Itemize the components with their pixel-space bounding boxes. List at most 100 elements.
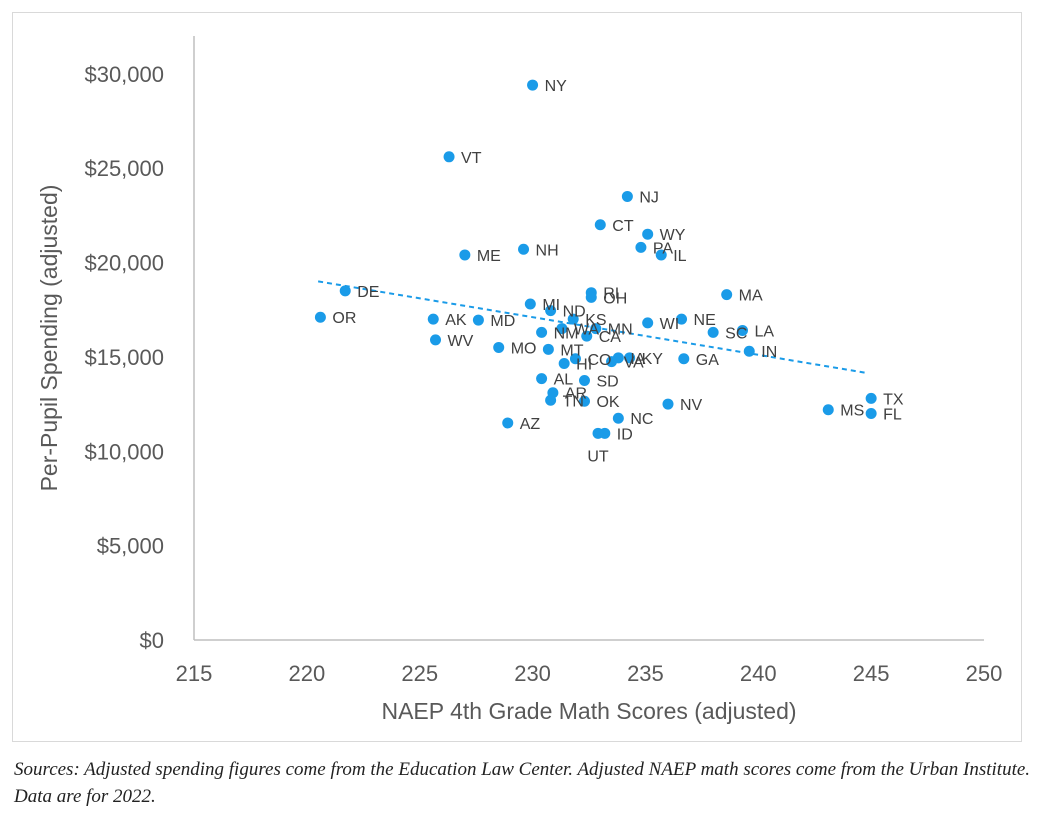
point-label-az: AZ [520,416,541,433]
chart-frame [12,12,1022,742]
x-tick-labels: 215 220 225 230 235 240 245 250 [176,661,1003,686]
data-point-ny [527,79,539,91]
data-point-sd [578,374,590,386]
point-label-ca: CA [599,329,622,346]
data-point-oh [585,291,597,303]
y-tick-label: $30,000 [84,62,164,87]
data-point-pa [635,241,647,253]
data-point-ct [594,219,606,231]
point-label-sc: SC [725,325,747,342]
data-point-ak [427,313,439,325]
point-label-or: OR [332,310,356,327]
point-label-de: DE [357,284,379,301]
point-label-oh: OH [603,290,627,307]
point-label-mi: MI [542,297,560,314]
x-tick-label: 215 [176,661,213,686]
point-label-wy: WY [660,227,686,244]
data-point-mi [524,298,536,310]
point-label-fl: FL [883,407,902,424]
data-point-ma [721,289,733,301]
data-point-me [459,249,471,261]
data-point-la [736,324,748,336]
data-point-ut [592,427,604,439]
point-label-ct: CT [612,218,634,235]
point-label-co: CO [587,352,611,369]
data-point-nh [518,243,530,255]
point-label-pa: PA [653,240,673,257]
point-label-mn: MN [608,322,633,339]
data-point-wv [430,334,442,346]
data-points [314,79,877,439]
point-label-ak: AK [445,312,467,329]
x-tick-label: 220 [288,661,325,686]
point-label-la: LA [754,323,774,340]
trendline [317,280,867,374]
point-label-nm: NM [554,325,579,342]
data-point-ok [578,395,590,407]
y-tick-label: $5,000 [97,534,164,559]
data-point-vt [443,151,455,163]
point-label-ut: UT [587,448,609,465]
data-point-wi [642,317,654,329]
data-point-nd [545,305,557,317]
x-tick-label: 240 [740,661,777,686]
data-point-al [536,373,548,385]
point-label-me: ME [477,248,501,265]
point-label-md: MD [490,313,515,330]
point-label-nv: NV [680,397,703,414]
point-label-ri: RI [603,286,619,303]
data-point-de [339,285,351,297]
point-label-al: AL [554,372,574,389]
point-label-ny: NY [545,78,568,95]
data-point-nm [536,326,548,338]
point-label-ia: IA [630,351,645,368]
point-label-il: IL [673,248,686,265]
y-tick-label: $15,000 [84,345,164,370]
data-point-co [569,353,581,365]
data-point-hi [558,357,570,369]
x-tick-label: 225 [401,661,438,686]
point-label-id: ID [617,426,633,443]
data-point-il [655,249,667,261]
data-point-ky [624,352,636,364]
point-label-nh: NH [536,242,559,259]
point-label-wi: WI [660,316,680,333]
data-point-ne [676,313,688,325]
data-point-in [743,345,755,357]
point-label-mo: MO [511,340,537,357]
data-point-va [606,356,618,368]
axes [193,36,984,641]
point-label-in: IN [761,344,777,361]
data-point-wa [556,323,568,335]
data-point-nv [662,398,674,410]
point-label-ga: GA [696,352,719,369]
data-point-mt [542,343,554,355]
point-label-ar: AR [565,386,587,403]
x-tick-label: 230 [514,661,551,686]
scatter-chart: $0 $5,000 $10,000 $15,000 $20,000 $25,000 $30,… [36,36,1003,724]
data-point-nj [621,190,633,202]
point-label-nd: ND [563,304,586,321]
data-point-az [502,417,514,429]
point-label-ok: OK [596,394,619,411]
data-point-ms [822,404,834,416]
point-label-ne: NE [694,312,716,329]
y-tick-label: $0 [140,628,164,653]
point-label-ky: KY [642,351,664,368]
data-point-ca [581,330,593,342]
point-label-tn: TN [563,393,584,410]
data-point-sc [707,326,719,338]
data-point-ga [678,353,690,365]
x-tick-label: 245 [853,661,890,686]
point-label-ks: KS [585,312,606,329]
point-label-nj: NJ [639,189,659,206]
y-tick-label: $10,000 [84,439,164,464]
data-point-fl [865,408,877,419]
point-label-ms: MS [840,403,864,420]
sources-caption: Sources: Adjusted spending figures come … [14,759,1031,807]
data-point-tx [865,392,877,404]
point-label-nc: NC [630,411,653,428]
point-label-va: VA [624,355,644,372]
data-point-tn [545,394,557,406]
